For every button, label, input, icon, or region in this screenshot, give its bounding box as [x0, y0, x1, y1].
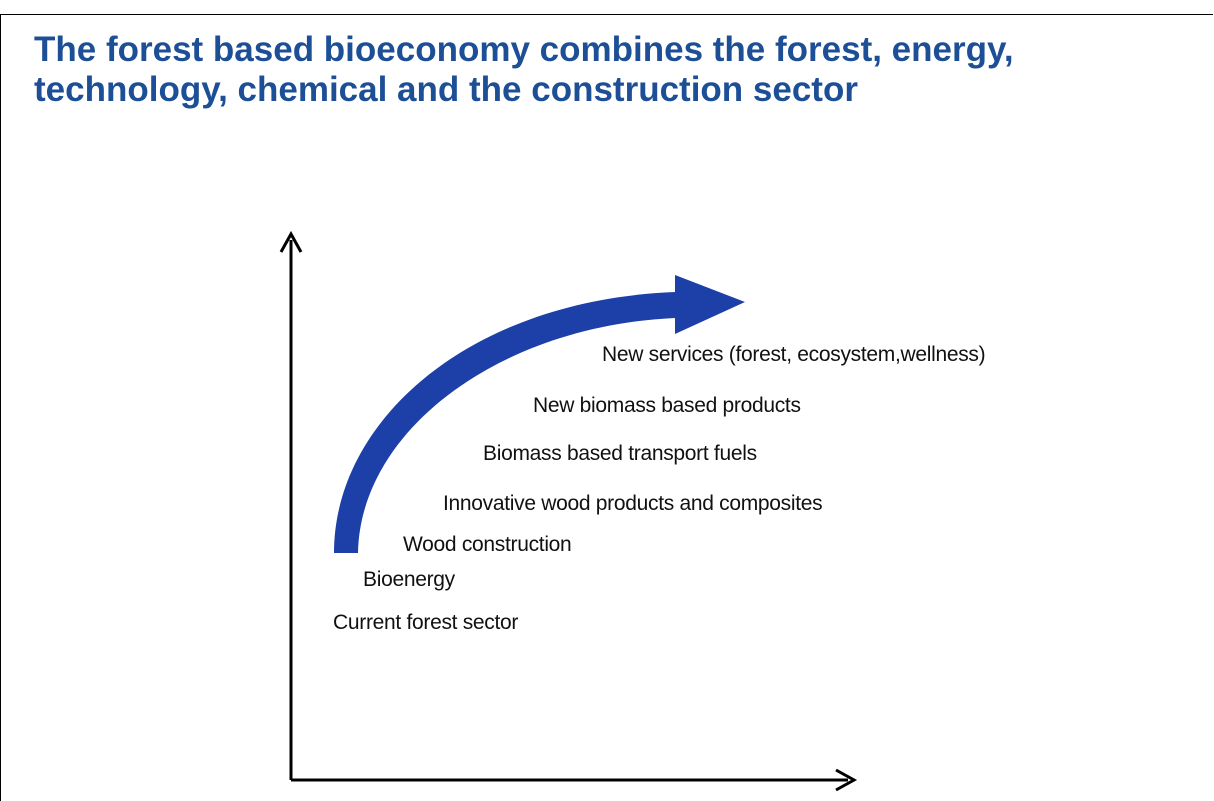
- step: Current forest sector: [333, 611, 519, 634]
- step: Innovative wood products and composites: [443, 492, 823, 515]
- step: Wood construction: [403, 533, 572, 556]
- slide-frame: [0, 14, 1213, 801]
- x-arrowhead: [835, 768, 858, 792]
- step: Bioenergy: [363, 568, 455, 591]
- title-line: The forest based bioeconomy combines the…: [34, 30, 1014, 69]
- step: New services (forest, ecosystem,wellness…: [602, 343, 986, 366]
- step: Biomass based transport fuels: [483, 442, 757, 465]
- title: The forest based bioeconomy combines the…: [34, 30, 1214, 110]
- growth-arrow: [334, 275, 745, 553]
- y-arrowhead: [279, 230, 303, 253]
- step: New biomass based products: [533, 394, 801, 417]
- title-line: technology, chemical and the constructio…: [34, 70, 858, 109]
